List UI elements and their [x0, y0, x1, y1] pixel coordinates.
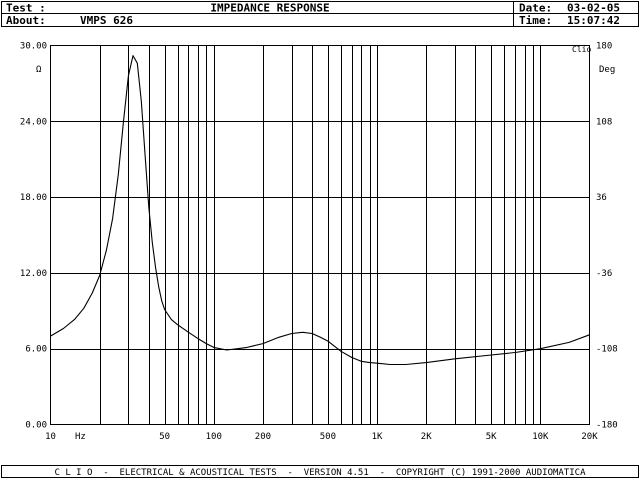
date-label: Date:	[519, 2, 552, 15]
x-tick-label: 1K	[372, 432, 383, 442]
footer-text: C L I O - ELECTRICAL & ACOUSTICAL TESTS …	[54, 468, 586, 478]
x-tick-label: 10K	[532, 432, 549, 442]
y-tick-label: 12.00	[20, 269, 47, 279]
time-label: Time:	[519, 14, 552, 27]
y2-tick-label: -180	[596, 421, 618, 431]
y-tick-label: 18.00	[20, 193, 47, 203]
impedance-curve	[50, 55, 590, 366]
chart-title: IMPEDANCE RESPONSE	[210, 2, 329, 15]
y-axis-unit-label: Ω	[36, 65, 42, 75]
x-tick-label: 10	[45, 432, 56, 442]
test-label: Test :	[6, 2, 46, 15]
x-tick-label: 100	[206, 432, 222, 442]
x-tick-label: 2K	[421, 432, 432, 442]
y2-tick-label: -36	[596, 269, 612, 279]
x-tick-label: 20K	[581, 432, 598, 442]
y2-axis-unit-label: Deg	[599, 65, 615, 75]
x-tick-label: 5K	[486, 432, 497, 442]
chart-grid	[50, 45, 590, 425]
chart-tick-labels: 10 50 100 200 500 1K 2K 5K 10K 20K 0.00 6.00 12.00 18…	[20, 42, 618, 443]
y-tick-label: 30.00	[20, 42, 47, 52]
x-tick-label: 500	[320, 432, 336, 442]
footer-box	[1, 465, 639, 478]
x-tick-label: 50	[159, 432, 170, 442]
clio-watermark: Clio	[572, 45, 591, 54]
y2-tick-label: 108	[596, 117, 612, 127]
time-value: 15:07:42	[567, 14, 620, 27]
y-tick-label: 6.00	[25, 345, 47, 355]
x-axis-unit-label: Hz	[75, 432, 86, 442]
plot-border	[50, 45, 590, 425]
y-tick-label: 0.00	[25, 421, 47, 431]
about-label: About:	[6, 14, 46, 27]
impedance-curves	[50, 55, 590, 366]
x-tick-label: 200	[255, 432, 271, 442]
about-value: VMPS 626	[80, 14, 133, 27]
y2-tick-label: -108	[596, 345, 618, 355]
y2-tick-label: 36	[596, 193, 607, 203]
y2-tick-label: 180	[596, 42, 612, 52]
date-value: 03-02-05	[567, 2, 620, 15]
y-tick-label: 24.00	[20, 117, 47, 127]
